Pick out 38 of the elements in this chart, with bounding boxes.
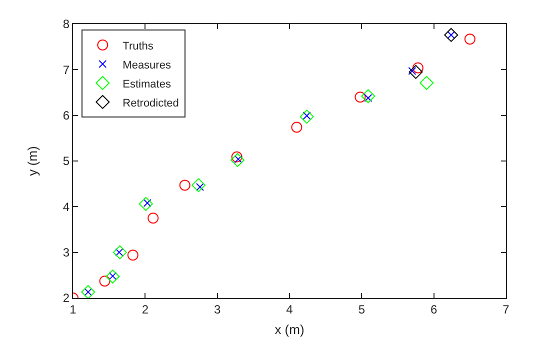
y-tick-label: 3 [62,246,70,260]
y-tick-label: 6 [62,108,70,123]
x-axis-title: x (m) [274,322,304,337]
y-tick-label: 8 [62,17,70,32]
point [192,178,206,192]
point [179,180,190,191]
x-tick-label: 1 [70,302,77,316]
point [420,76,434,90]
point [361,89,376,104]
point [300,110,314,124]
x-tick-label: 7 [502,302,510,316]
x-tick-label: 2 [142,302,149,316]
x-tick-label: 3 [214,302,221,316]
point [444,28,458,42]
point [230,153,245,168]
y-axis-title: y (m) [25,146,40,176]
point [354,92,366,103]
legend-label: Retrodicted [122,97,179,110]
legend-label: Estimates [122,78,172,90]
legend-label: Measures [122,59,172,72]
point [291,122,302,133]
y-tick-label: 5 [62,154,70,168]
point [464,34,476,45]
legend-label: Truths [122,40,154,52]
point [112,245,127,260]
x-tick-label: 5 [358,302,366,316]
point [148,212,159,224]
y-tick-label: 2 [62,291,70,306]
y-tick-label: 7 [62,62,70,77]
point [408,64,423,79]
y-tick-label: 4 [62,200,70,214]
point [106,270,120,284]
point [138,196,153,211]
point [99,276,110,287]
x-tick-label: 4 [286,302,294,316]
point [81,285,96,298]
x-tick-label: 6 [430,302,438,316]
point [127,250,138,261]
